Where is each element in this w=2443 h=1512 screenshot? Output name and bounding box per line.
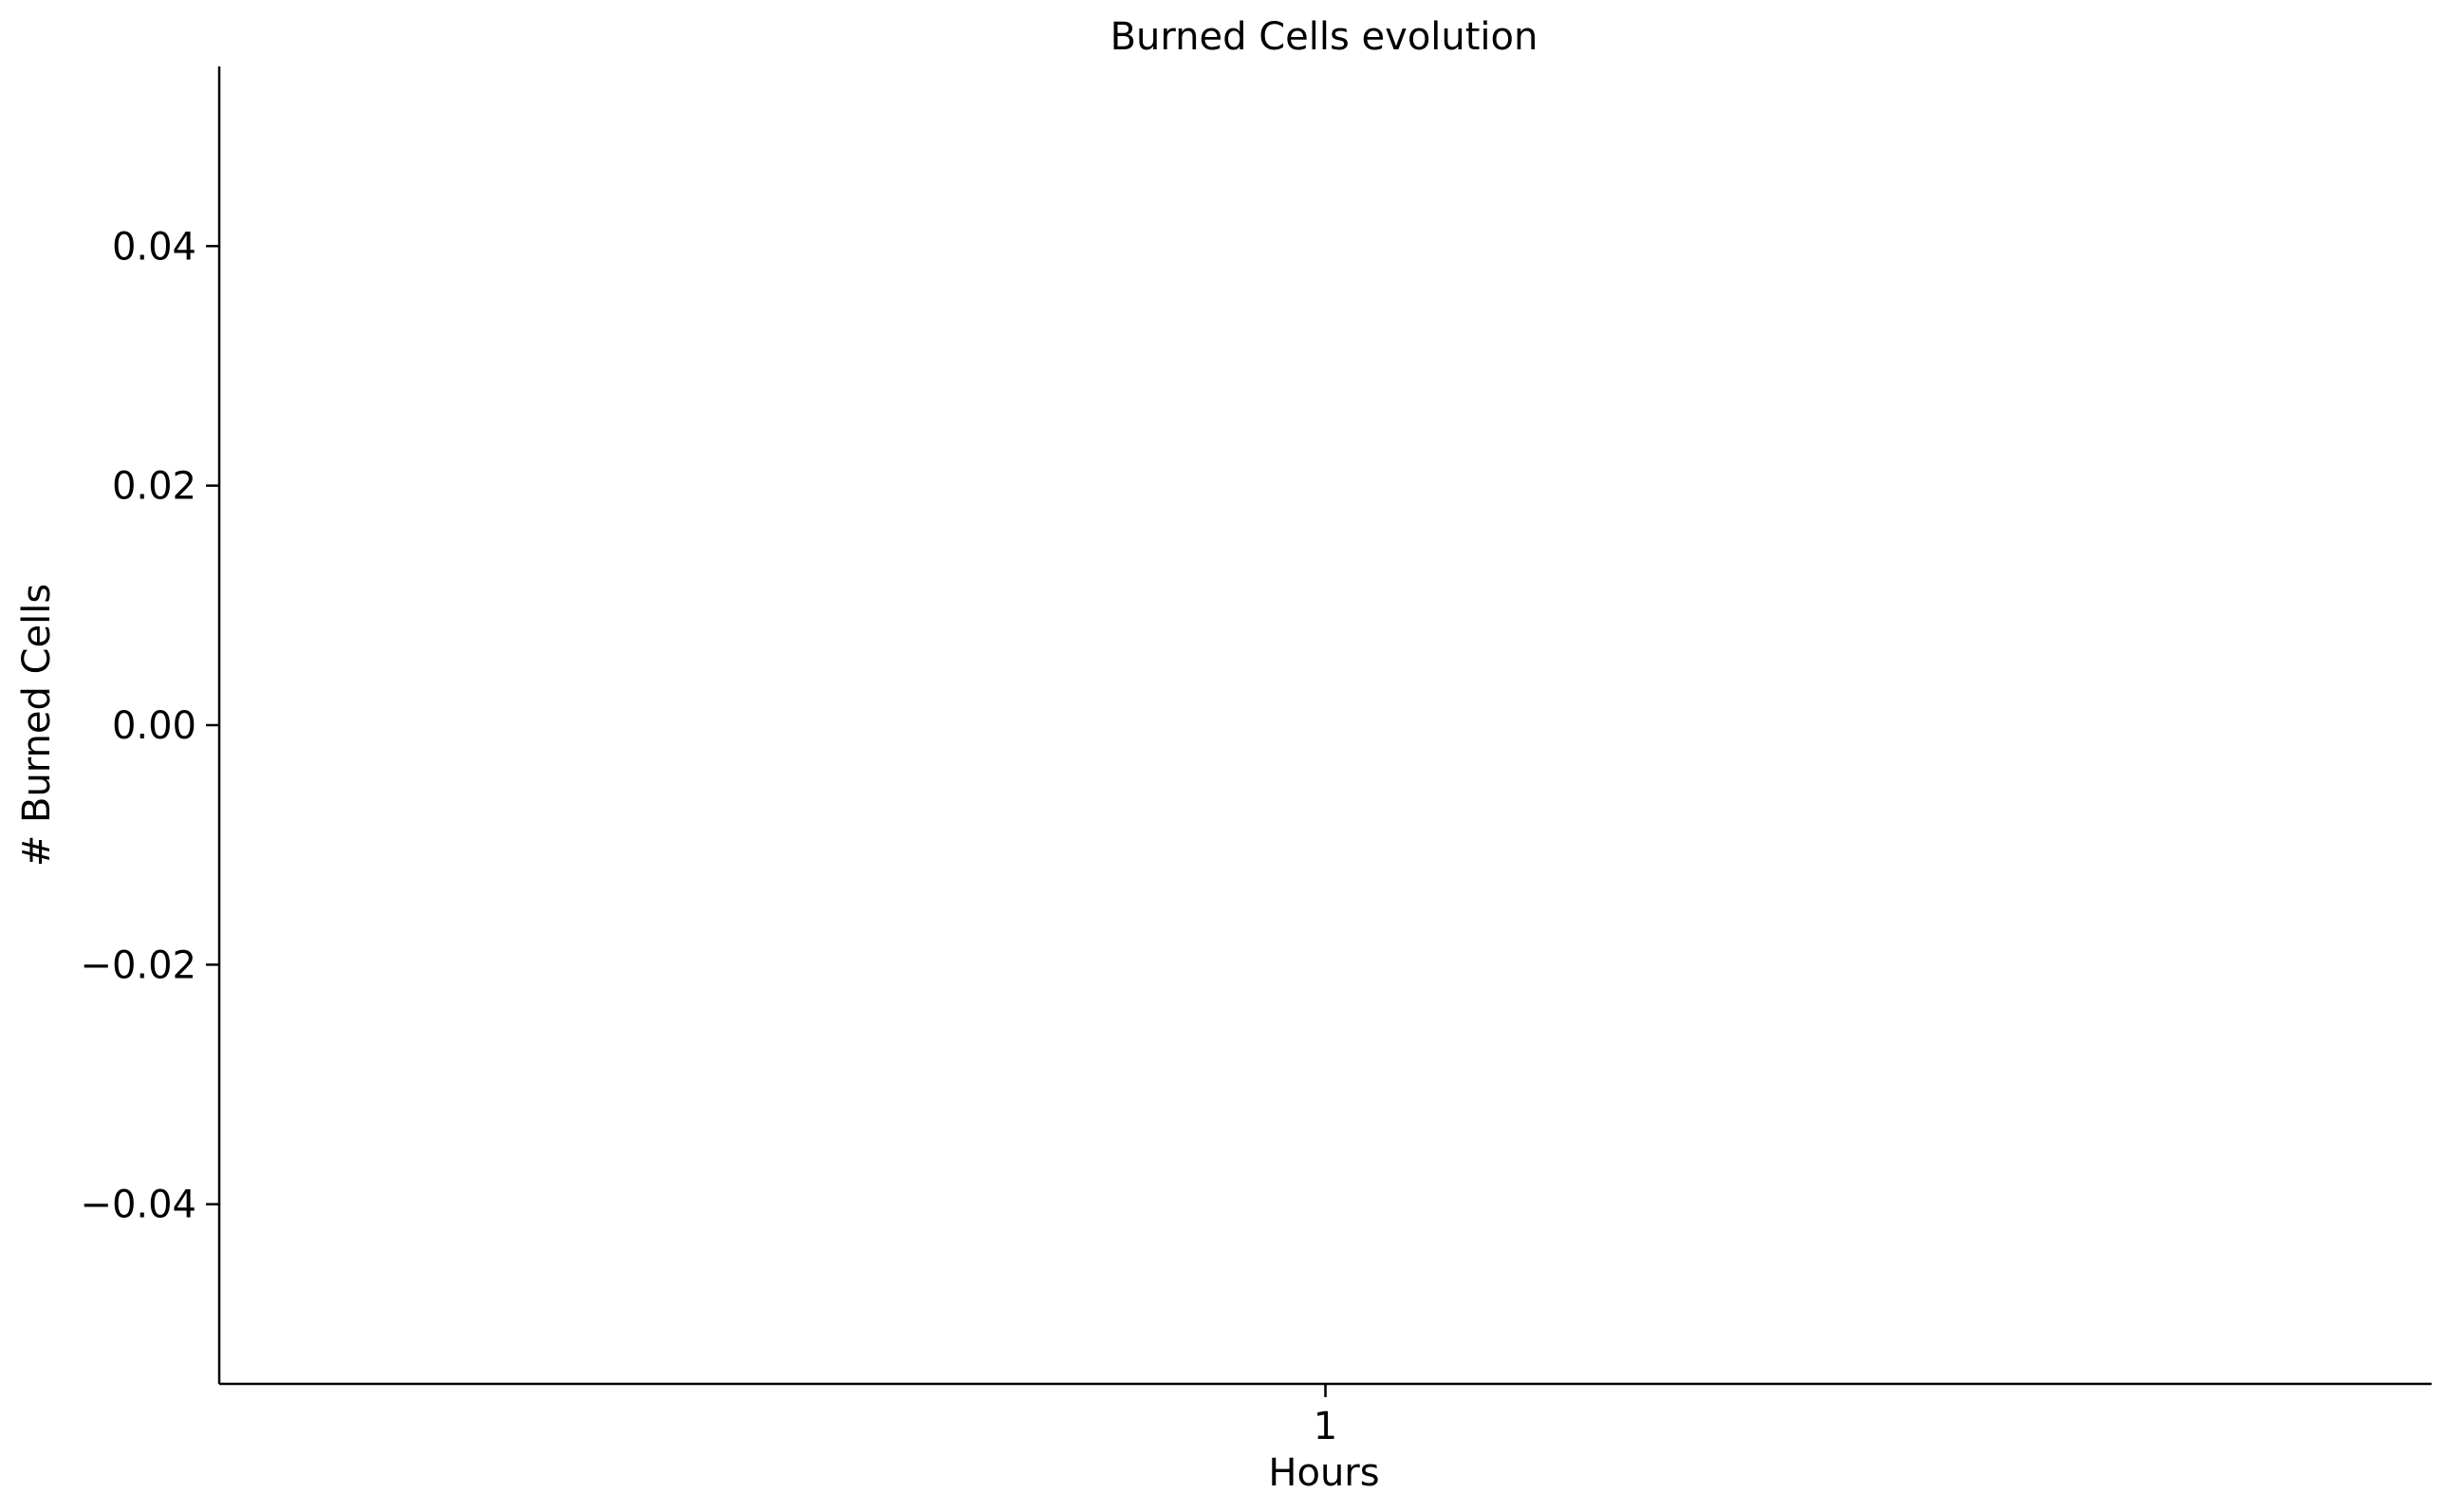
y-axis-label: # Burned Cells [15, 584, 59, 867]
y-ticks: 0.04 0.02 0.00 −0.02 −0.04 [80, 225, 219, 1227]
y-tick-label: 0.02 [112, 465, 196, 509]
y-tick-label: 0.00 [112, 704, 196, 748]
chart-title: Burned Cells evolution [1110, 15, 1539, 59]
x-ticks: 1 [1314, 1384, 1337, 1448]
x-axis-label: Hours [1268, 1451, 1379, 1495]
y-tick-label: 0.04 [112, 225, 196, 269]
y-tick-label: −0.04 [80, 1184, 196, 1227]
y-tick-label: −0.02 [80, 943, 196, 987]
x-tick-label: 1 [1314, 1405, 1337, 1448]
